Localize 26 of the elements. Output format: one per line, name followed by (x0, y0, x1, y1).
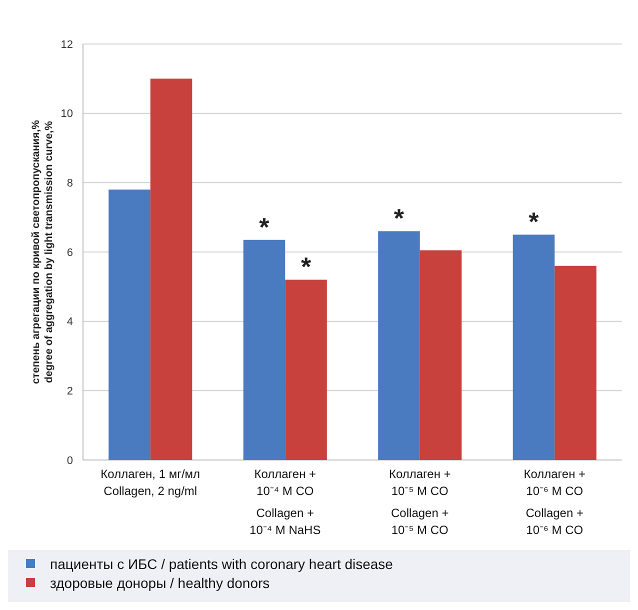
annotation: * (259, 212, 270, 242)
y-tick-label: 8 (66, 178, 73, 190)
y-tick-label: 2 (66, 386, 73, 398)
annotation: * (300, 252, 312, 282)
y-tick-label: 0 (66, 454, 73, 467)
bar (243, 240, 286, 460)
bar (554, 266, 596, 460)
x-tick-label: Коллаген + 10⁻⁵ M CO Collagen + 10⁻⁵ M CO (388, 467, 451, 537)
bar (378, 231, 420, 460)
x-tick-label: Коллаген + 10⁻⁶ M CO Collagen + 10⁻⁶ M CO (524, 467, 586, 537)
bar (420, 250, 462, 460)
y-tick-label: 4 (66, 316, 73, 328)
y-axis-title: степень агрегации по кривой светопропускания,% degree of aggregation by light transmission curve,% (30, 119, 55, 384)
bar (285, 280, 327, 460)
bar (512, 234, 555, 460)
bar (150, 78, 192, 460)
y-tick-label: 6 (66, 246, 73, 259)
y-tick-label: 12 (60, 38, 73, 51)
legend-label: здоровые доноры / healthy donors (50, 574, 270, 591)
x-tick-label: Коллаген, 1 мг/мл Collagen, 2 ng/ml (100, 467, 200, 498)
legend-label: пациенты с ИБС / patients with coronary heart disease (50, 556, 394, 572)
annotation: * (394, 203, 405, 234)
annotation: * (528, 206, 540, 237)
x-tick-label: Коллаген + 10⁻⁴ M CO Collagen + 10⁻⁴ M NaHS (250, 467, 321, 537)
bar (108, 190, 150, 460)
y-tick-label: 10 (60, 108, 73, 120)
